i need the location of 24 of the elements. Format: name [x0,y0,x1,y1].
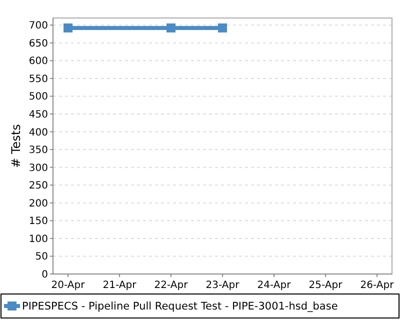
legend-label: PIPESPECS - Pipeline Pull Request Test - PIPE-3001-hsd_base [22,300,338,313]
y-tick-label: 50 [35,252,48,263]
x-tick-label: 24-Apr [257,280,292,291]
y-tick-label: 300 [28,162,48,174]
y-tick-label: 200 [28,198,48,210]
y-axis-title: # Tests [9,124,23,168]
y-tick-label: 400 [28,127,48,138]
x-tick-label: 21-Apr [102,280,138,291]
x-tick-label: 25-Apr [308,280,344,291]
y-tick-label: 700 [28,20,48,32]
y-tick-label: 250 [28,180,48,192]
y-tick-label: 450 [28,110,48,120]
x-tick-label: 26-Apr [360,280,395,291]
y-tick-label: 600 [28,56,48,68]
y-tick-label: 650 [28,38,48,50]
y-tick-label: 500 [28,92,48,103]
y-tick-label: 550 [28,74,48,85]
x-tick-label: 20-Apr [51,280,86,291]
y-tick-label: 100 [28,234,48,245]
y-tick-label: 150 [28,216,48,228]
x-tick-label: 23-Apr [206,280,240,291]
x-tick-label: 22-Apr [154,280,189,291]
y-tick-label: 0 [42,270,48,280]
y-tick-label: 350 [28,145,48,156]
